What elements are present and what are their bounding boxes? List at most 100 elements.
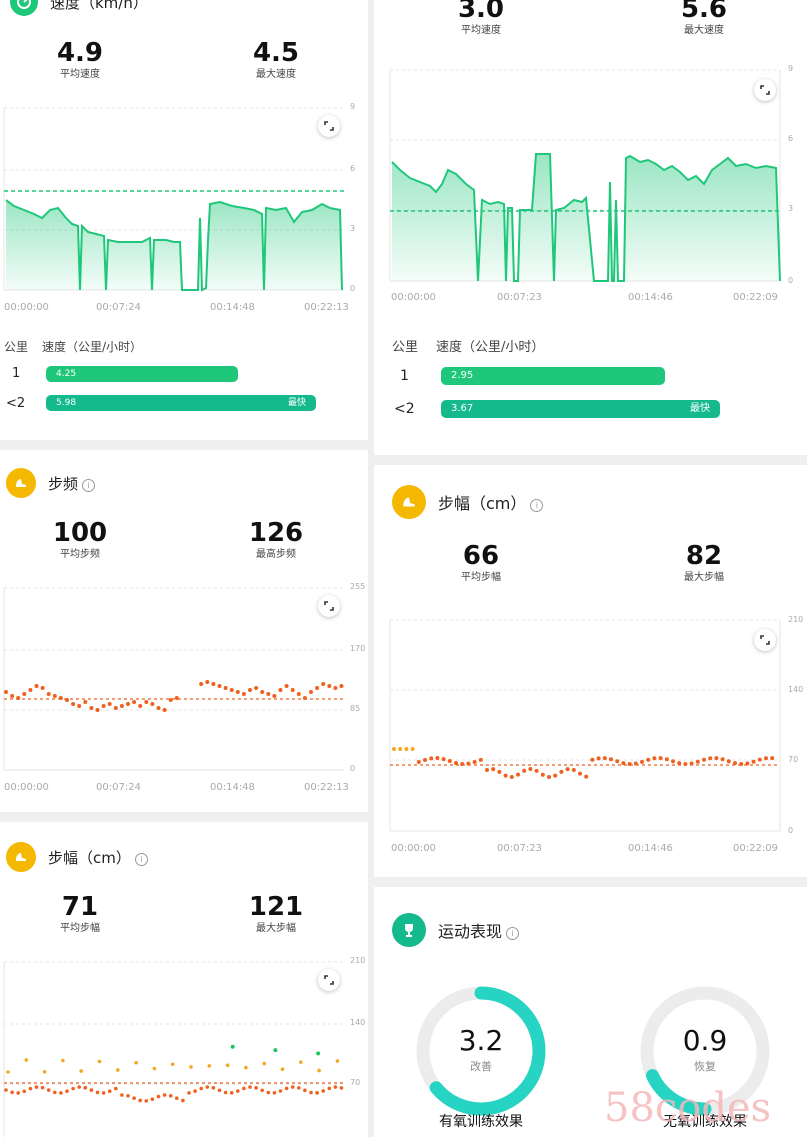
scatter-dot [472, 759, 477, 764]
scatter-dot [65, 1089, 69, 1094]
y-tick: 140 [350, 1018, 366, 1027]
gauge-arc [640, 986, 770, 1116]
scatter-dot [4, 1088, 8, 1092]
scatter-dot [553, 773, 558, 778]
y-tick: 6 [350, 164, 356, 173]
scatter-dot [126, 702, 130, 706]
shoe-icon [6, 468, 36, 498]
scatter-dot [28, 688, 33, 692]
y-tick: 0 [350, 284, 356, 293]
scatter-dot [272, 694, 277, 698]
pace-km: 1 [400, 368, 409, 384]
avg-stride-label: 平均步幅 [461, 572, 501, 583]
stride-chart [3, 961, 344, 1137]
scatter-dot [10, 1090, 14, 1095]
scatter-dot [392, 747, 396, 751]
scatter-dot [248, 688, 252, 692]
info-icon[interactable]: i [82, 478, 96, 492]
scatter-dot [28, 1086, 33, 1091]
aerobic-status: 改善 [470, 1060, 492, 1073]
scatter-dot [695, 759, 700, 764]
scatter-dot [429, 756, 434, 761]
info-icon[interactable]: i [134, 852, 148, 866]
scatter-dot [107, 702, 112, 706]
scatter-dot [578, 771, 582, 776]
scatter-dot [423, 757, 427, 762]
stride-expand-button[interactable] [754, 629, 776, 651]
avg-speed-stat: 3.0 平均速度 [421, 0, 541, 38]
info-icon[interactable]: i [506, 927, 520, 940]
scatter-dot [260, 1088, 265, 1093]
scatter-dot [770, 756, 775, 761]
scatter-dot [503, 773, 508, 778]
scatter-dot [751, 759, 756, 764]
stride-expand-button[interactable] [318, 969, 340, 991]
avg-cadence-label: 平均步频 [60, 549, 100, 560]
scatter-dot [764, 756, 768, 761]
scatter-dot [170, 1062, 175, 1067]
scatter-dot [333, 686, 338, 690]
scatter-dot [150, 1097, 155, 1101]
scatter-dot [441, 757, 446, 762]
pace-bar: 3.67 最快 [441, 400, 720, 418]
scatter-dot [46, 692, 51, 696]
performance-title: 运动表现 [438, 922, 503, 941]
y-tick: 9 [788, 64, 794, 73]
x-tick: 00:22:13 [304, 782, 349, 793]
scatter-dot [101, 1091, 106, 1095]
y-tick: 6 [788, 134, 794, 143]
y-tick: 0 [788, 276, 794, 285]
scatter-dot [79, 1069, 83, 1073]
y-tick: 255 [350, 582, 366, 591]
scatter-dot [299, 1060, 303, 1064]
anaerobic-status: 恢复 [694, 1060, 716, 1073]
cadence-expand-button[interactable] [318, 595, 340, 617]
speed-expand-button[interactable] [754, 79, 776, 101]
scatter-dot [114, 1086, 118, 1091]
scatter-dot [187, 1091, 191, 1095]
max-speed-stat: 4.5 最大速度 [216, 38, 336, 82]
scatter-dot [235, 690, 240, 694]
scatter-dot [683, 761, 688, 766]
scatter-dot [22, 1089, 27, 1094]
scatter-dot [248, 1085, 252, 1089]
expand-icon [760, 85, 770, 95]
scatter-dot [217, 1088, 222, 1093]
pace-bar: 5.98 最快 [46, 395, 316, 411]
max-cadence-stat: 126 最高步频 [216, 518, 336, 562]
scatter-dot [95, 1090, 100, 1095]
scatter-dot [290, 688, 295, 692]
scatter-dot [162, 708, 167, 712]
x-tick: 00:14:46 [628, 843, 673, 854]
speed-header: 速度（km/h） [10, 0, 148, 16]
performance-header: 运动表现 i [392, 913, 520, 947]
y-tick: 210 [350, 956, 366, 965]
scatter-dot [113, 706, 118, 710]
info-icon[interactable]: i [530, 499, 544, 512]
scatter-dot [702, 757, 706, 762]
scatter-dot [181, 1098, 185, 1103]
scatter-dot [621, 761, 626, 766]
scatter-dot [309, 1090, 313, 1095]
speed-expand-button[interactable] [318, 115, 340, 137]
scatter-dot [260, 690, 265, 694]
shoe-icon [392, 485, 426, 519]
scatter-dot [262, 1061, 267, 1066]
scatter-dot [280, 1067, 285, 1071]
scatter-dot [46, 1088, 51, 1092]
trophy-icon [392, 913, 426, 947]
aerobic-label: 有氧训练效果 [439, 1114, 523, 1130]
scatter-dot [509, 774, 514, 779]
scatter-dot [97, 1059, 102, 1064]
pace-value: 2.95 [451, 370, 474, 381]
scatter-dot [162, 1093, 167, 1097]
x-tick: 00:22:13 [304, 302, 349, 313]
aerobic-gauge [416, 986, 546, 1116]
scatter-dot [302, 696, 307, 700]
scatter-dot [590, 757, 595, 762]
scatter-dot [42, 1069, 47, 1074]
scatter-dot [254, 1086, 258, 1090]
y-tick: 0 [788, 826, 794, 835]
scatter-dot [273, 1048, 278, 1053]
scatter-dot [335, 1059, 340, 1063]
